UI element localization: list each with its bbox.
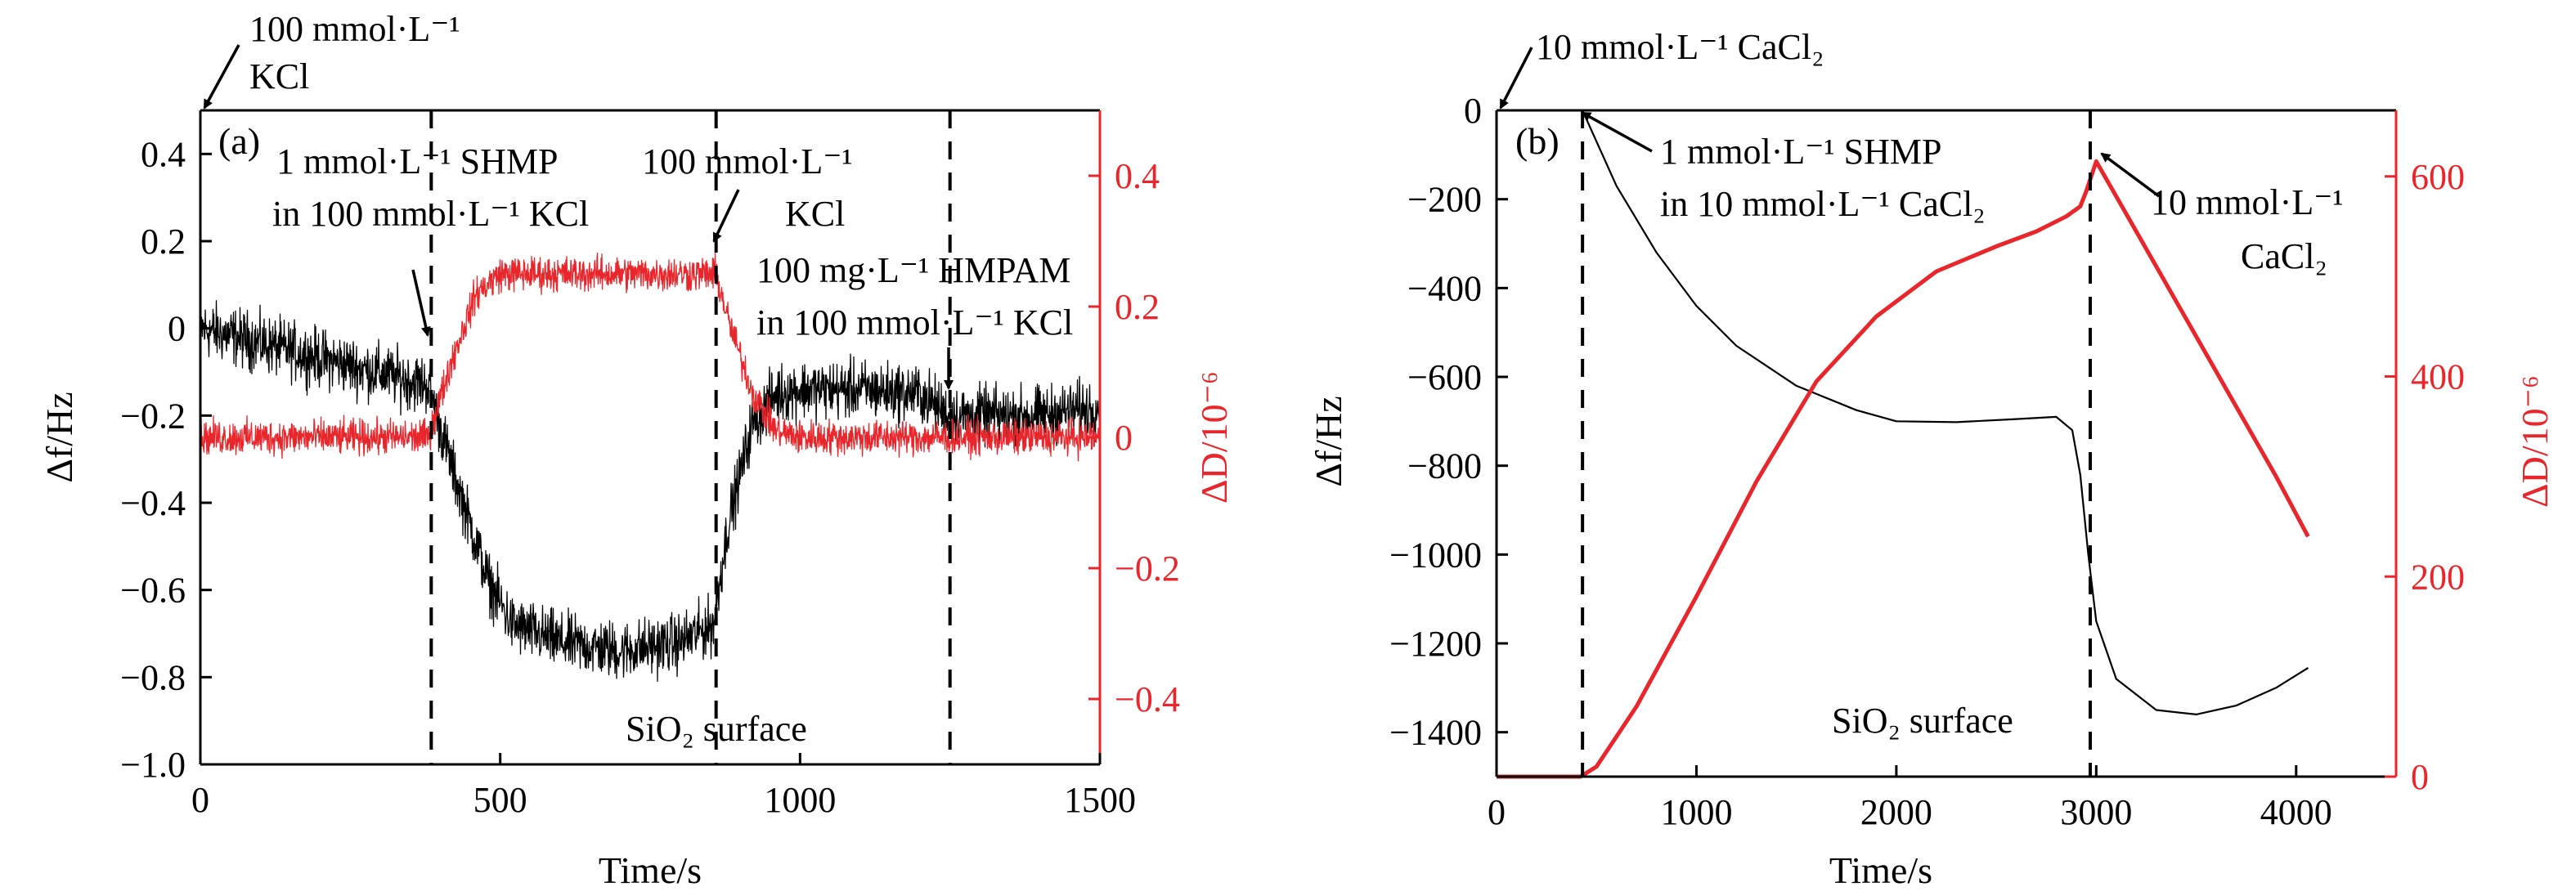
panel-b-ticks: 0 1000 2000 3000 40000−200−400−600−800−1000−… — [1389, 91, 2465, 832]
panel-b-series-frequency-shift — [1497, 109, 2309, 715]
panel-a-annotation-shmp: 1 mmol·L⁻¹ SHMP in 100 mmol·L⁻¹ KCl — [272, 141, 589, 234]
panel-a-y2-tick-label: 0.4 — [1115, 156, 1160, 196]
panel-a-annotation-start: 100 mmol·L⁻¹ KCl — [249, 9, 469, 96]
panel-a-y-tick-label: −0.8 — [120, 657, 186, 697]
panel-b-y2-axis-title: ΔD/10⁻⁶ — [2514, 375, 2556, 508]
panel-a-x-tick-label: 500 — [473, 780, 527, 820]
panel-a-label: (a) — [218, 120, 260, 162]
panel-a-y2-axis-title: ΔD/10⁻⁶ — [1193, 371, 1235, 504]
panel-a-series-dissipation — [200, 251, 1101, 462]
panel-a-arrow-shmp — [411, 269, 431, 337]
panel-b-x-tick-label: 3000 — [2060, 792, 2132, 832]
panel-a-annotation-kcl: 100 mmol·L⁻¹ KCl — [642, 141, 862, 234]
panel-b-y-tick-label: 0 — [1464, 91, 1482, 131]
panel-a-y-tick-label: −0.4 — [120, 483, 186, 523]
panel-b-annotation-cacl2: 10 mmol·L⁻¹ CaCl₂ — [2151, 182, 2353, 276]
panel-a-series-layer — [200, 251, 1101, 683]
panel-b-y-axis-title: Δf/Hz — [1308, 396, 1349, 486]
panel-b-y-tick-label: −600 — [1407, 357, 1482, 397]
panel-a-y-tick-label: −1.0 — [120, 745, 186, 785]
panel-a-x-axis-title: Time/s — [599, 849, 702, 891]
panel-b-label: (b) — [1515, 120, 1560, 162]
panel-b-y-tick-label: −800 — [1407, 446, 1482, 486]
panel-b-series-layer — [1497, 109, 2310, 779]
panel-b-y-tick-label: −1200 — [1389, 624, 1482, 664]
panel-b-y-tick-label: −1400 — [1389, 713, 1482, 753]
panel-b-y2-tick-label: 200 — [2411, 557, 2465, 597]
panel-b-vlines — [1581, 110, 2092, 777]
panel-b-x-tick-label: 4000 — [2260, 792, 2332, 832]
panel-a-x-tick-label: 1000 — [764, 780, 836, 820]
panel-b: 0 1000 2000 3000 40000−200−400−600−800−1000−… — [1308, 27, 2556, 891]
panel-a-y2-tick-label: −0.2 — [1115, 549, 1180, 589]
panel-a-y2-tick-label: 0.2 — [1115, 287, 1160, 327]
panel-a-y-axis-title: Δf/Hz — [38, 392, 80, 482]
panel-b-arrow-shmp — [1581, 111, 1653, 153]
panel-a-arrow-start — [203, 44, 240, 110]
panel-a-ticks: 0 500 1000 15000.40.20−0.2−0.4−0.6−0.8−1.00… — [120, 134, 1180, 820]
panel-b-y2-tick-label: 0 — [2411, 757, 2429, 797]
panel-b-x-tick-label: 0 — [1488, 792, 1506, 832]
panel-b-x-axis-title: Time/s — [1829, 849, 1932, 891]
panel-a-arrow-kcl — [712, 189, 740, 243]
panel-a-series-frequency-shift — [200, 300, 1101, 683]
panel-a-x-tick-label: 1500 — [1064, 780, 1136, 820]
panel-a-x-tick-label: 0 — [191, 780, 209, 820]
panel-a: 0 500 1000 15000.40.20−0.2−0.4−0.6−0.8−1.00… — [38, 9, 1235, 891]
panel-a-y2-tick-label: −0.4 — [1115, 679, 1180, 719]
panel-a-y-tick-label: −0.2 — [120, 396, 186, 436]
panel-b-surface-label: SiO₂ surface — [1832, 701, 2013, 741]
panel-b-x-tick-label: 1000 — [1660, 792, 1732, 832]
panel-b-y2-tick-label: 600 — [2411, 157, 2465, 197]
panel-b-series-dissipation — [1497, 159, 2310, 779]
panel-a-y-tick-label: −0.6 — [120, 571, 186, 611]
panel-b-y-tick-label: −400 — [1407, 268, 1482, 308]
panel-a-y-tick-label: 0.2 — [141, 222, 186, 262]
panel-b-arrow-start — [1499, 47, 1533, 110]
panel-b-y-tick-label: −1000 — [1389, 535, 1482, 575]
panel-b-annotation-start: 10 mmol·L⁻¹ CaCl₂ — [1536, 27, 1824, 67]
panel-a-surface-label: SiO₂ surface — [626, 709, 807, 749]
panel-b-arrow-cacl2 — [2100, 152, 2161, 198]
panel-a-vlines — [429, 110, 952, 764]
panel-a-annotation-hmpam: 100 mg·L⁻¹ HMPAM in 100 mmol·L⁻¹ KCl — [756, 250, 1079, 343]
panel-a-y-tick-label: 0 — [168, 309, 186, 349]
panel-b-x-tick-label: 2000 — [1860, 792, 1932, 832]
panel-a-y-tick-label: 0.4 — [141, 134, 186, 174]
panel-b-y2-tick-label: 400 — [2411, 357, 2465, 397]
panel-a-y2-tick-label: 0 — [1115, 418, 1133, 458]
panel-b-y-tick-label: −200 — [1407, 180, 1482, 220]
panel-b-annotation-shmp: 1 mmol·L⁻¹ SHMP in 10 mmol·L⁻¹ CaCl₂ — [1660, 132, 1986, 224]
